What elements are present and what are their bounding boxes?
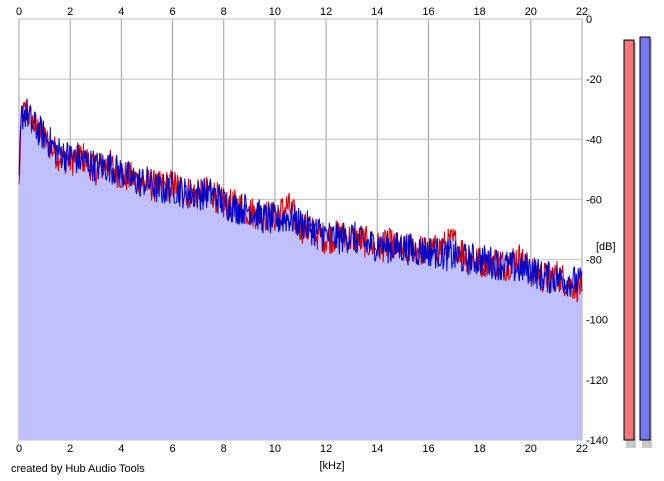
y-tick-label: -20 [586,74,602,86]
x-tick-label-bottom: 6 [169,443,175,455]
x-tick-label-bottom: 16 [422,443,434,455]
x-tick-label-bottom: 18 [474,443,486,455]
x-tick-label-top: 4 [118,6,124,18]
x-tick-label-bottom: 22 [576,443,588,455]
x-tick-label-bottom: 20 [525,443,537,455]
x-tick-labels-bottom: 0 2 4 6 8 10 12 14 16 18 20 22 [16,443,588,455]
x-axis-label: [kHz] [319,460,344,472]
x-tick-label-top: 8 [221,6,227,18]
y-axis-label: [dB] [596,241,616,253]
x-tick-labels-top: 0 2 4 6 8 10 12 14 16 18 20 22 [16,6,588,18]
y-tick-label: -40 [586,134,602,146]
x-tick-label-bottom: 14 [371,443,383,455]
y-tick-label: -120 [586,375,608,387]
y-tick-label: -60 [586,194,602,206]
level-meter-bar [639,36,651,441]
x-tick-label-bottom: 4 [118,443,124,455]
x-tick-label-bottom: 12 [320,443,332,455]
y-tick-label: -80 [586,255,602,267]
series-lines [18,98,583,303]
y-tick-label: -140 [586,435,608,447]
x-tick-label-top: 22 [576,6,588,18]
x-tick-label-top: 0 [16,6,22,18]
y-tick-labels: 0 -20 -40 -60 -80 -100 -120 -140 [586,14,608,447]
level-meter-bar [623,39,635,441]
x-tick-label-top: 2 [67,6,73,18]
x-tick-label-top: 16 [422,6,434,18]
level-meters [623,36,652,449]
x-tick-label-top: 6 [169,6,175,18]
x-tick-label-top: 14 [371,6,383,18]
x-tick-label-bottom: 8 [221,443,227,455]
y-tick-label: 0 [586,14,592,26]
x-tick-label-top: 12 [320,6,332,18]
credit-text: created by Hub Audio Tools [11,463,145,475]
series-line-1 [18,98,583,297]
x-tick-label-bottom: 2 [67,443,73,455]
x-tick-label-top: 18 [474,6,486,18]
y-tick-label: -100 [586,315,608,327]
x-tick-label-top: 20 [525,6,537,18]
x-tick-label-top: 10 [269,6,281,18]
x-tick-label-bottom: 0 [16,443,22,455]
x-tick-label-bottom: 10 [269,443,281,455]
